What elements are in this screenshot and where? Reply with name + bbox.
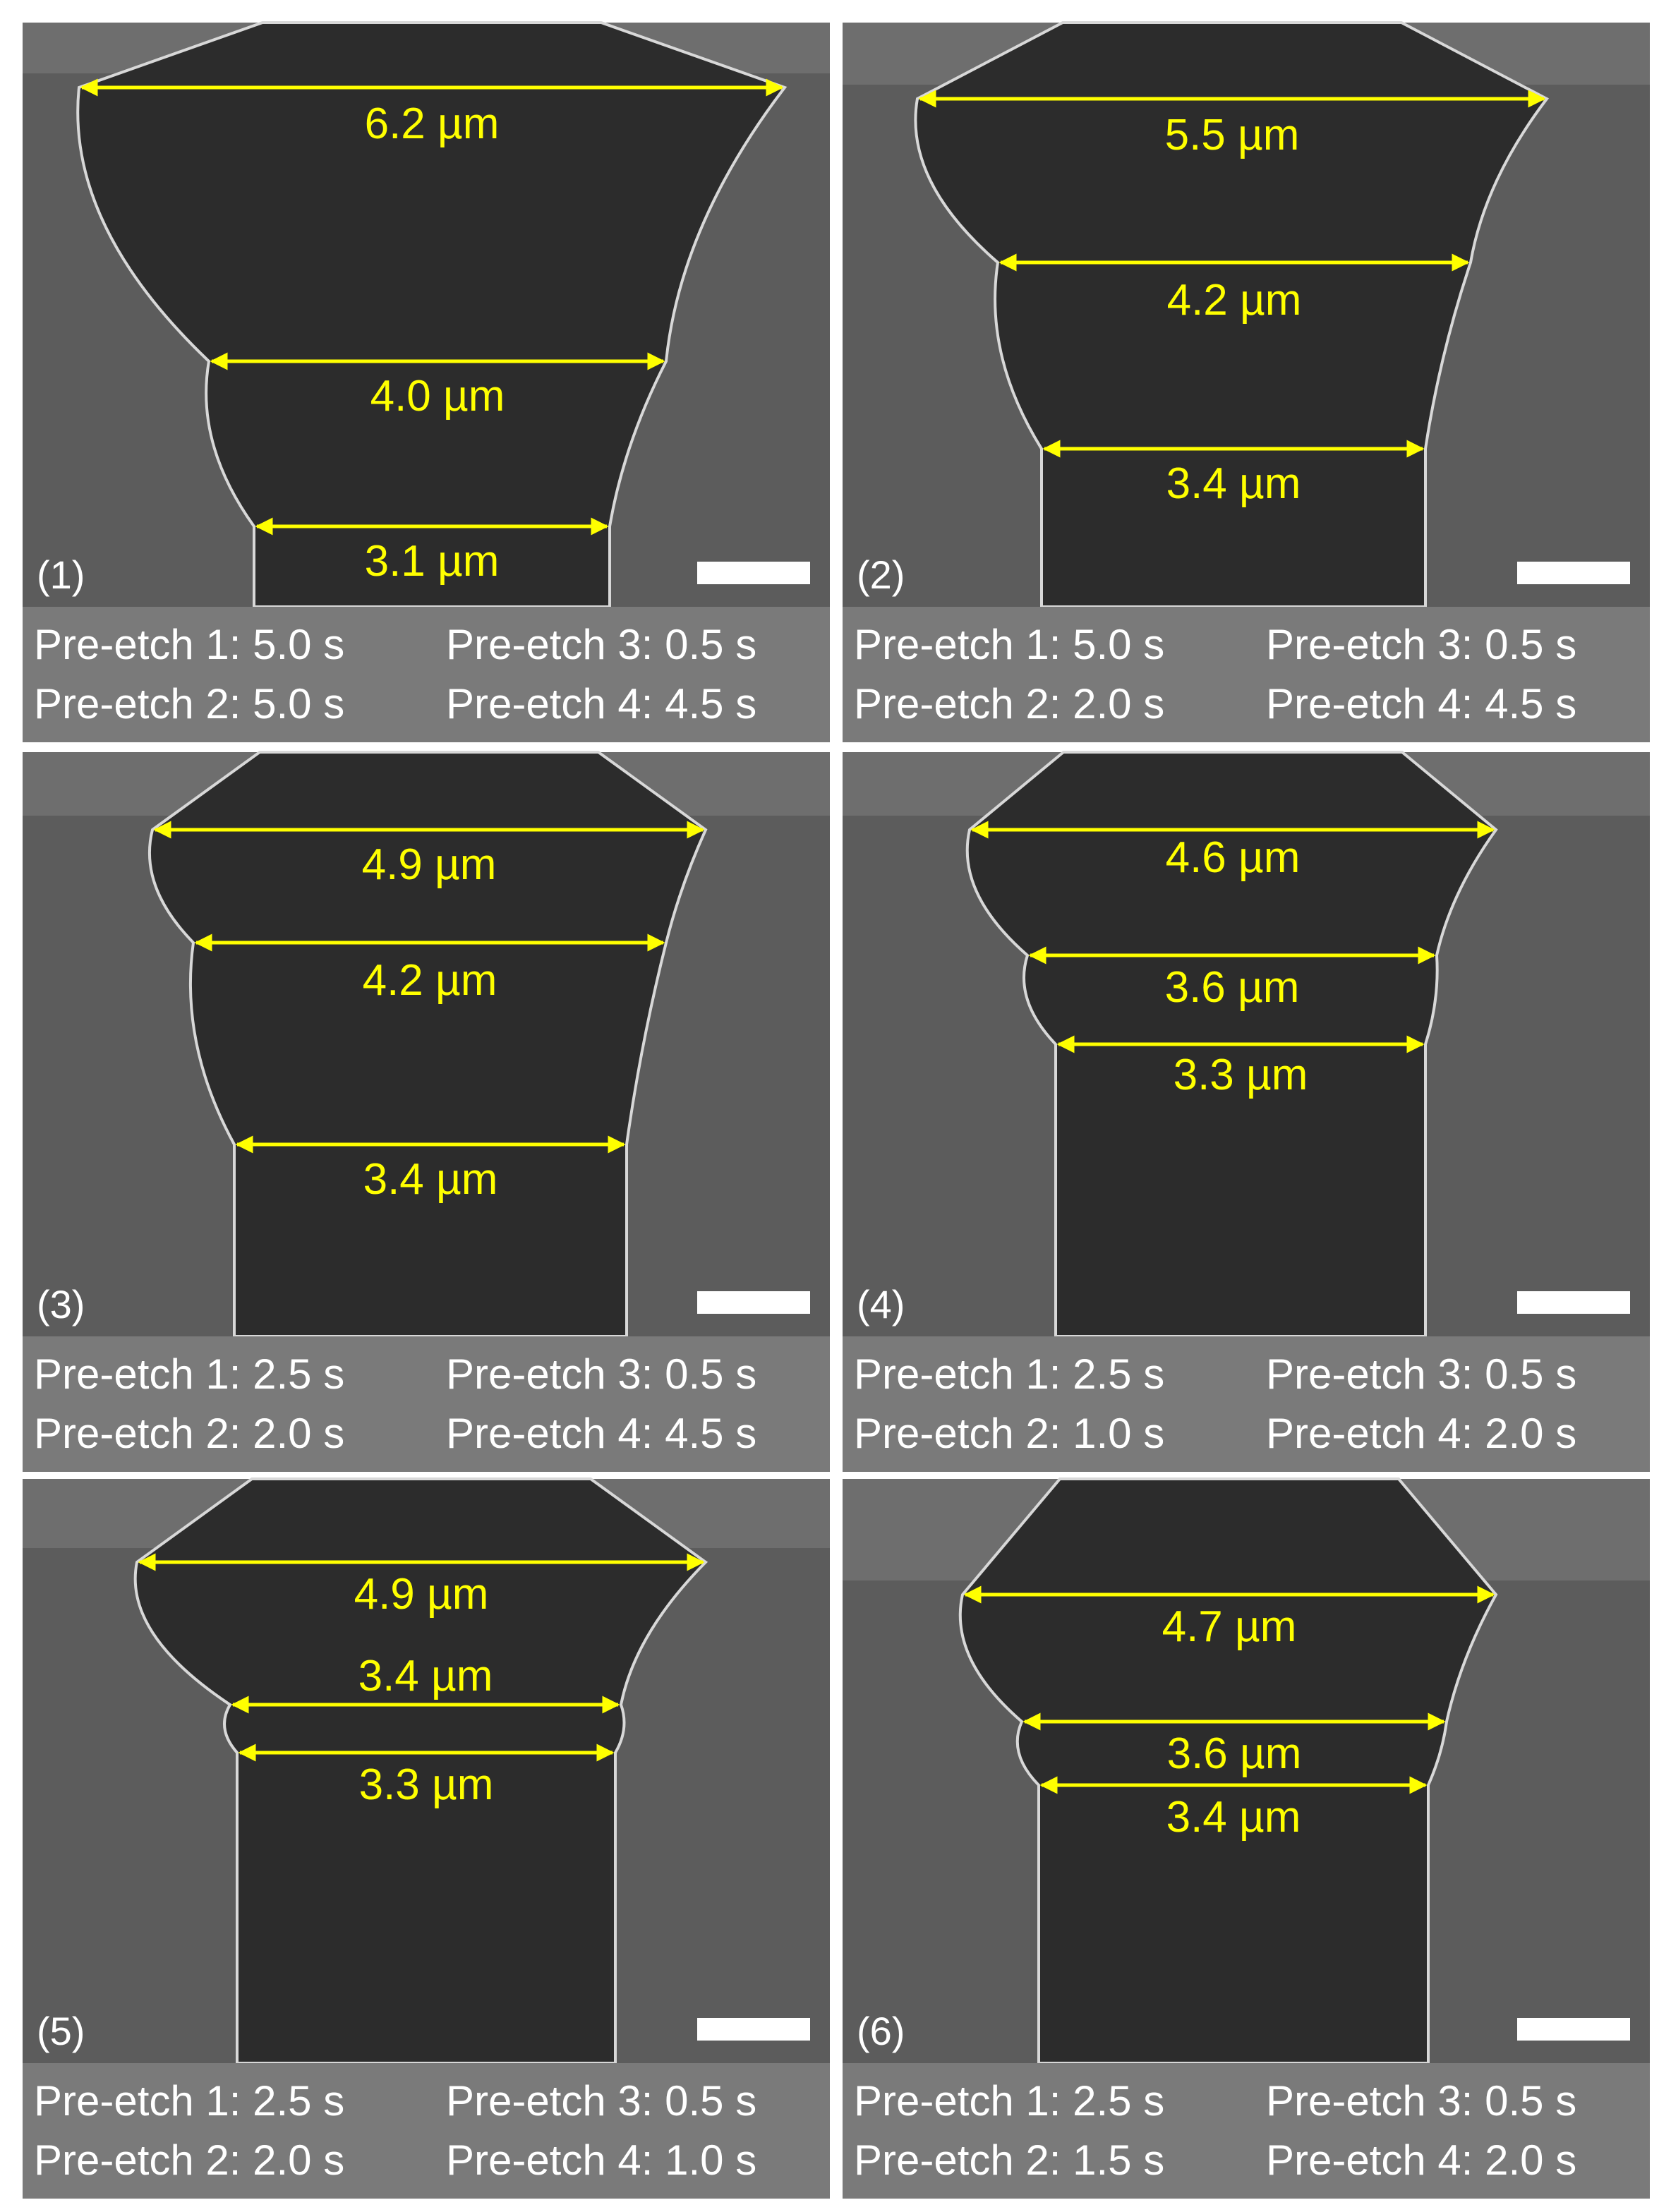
trench bbox=[914, 21, 1550, 608]
condition-text: Pre-etch 4: 4.5 s bbox=[446, 680, 756, 727]
conditions-band bbox=[843, 607, 1650, 742]
scale-bar bbox=[1517, 2018, 1630, 2041]
measurement-label: 4.9 µm bbox=[354, 1570, 489, 1619]
panel: 4.7 µm 3.6 µm 3.4 µm (6) Pre-etch 1: 2.5 s Pr… bbox=[843, 1477, 1650, 2199]
scale-bar bbox=[697, 562, 810, 584]
condition-text: Pre-etch 3: 0.5 s bbox=[1266, 2077, 1576, 2125]
condition-text: Pre-etch 2: 2.0 s bbox=[34, 2137, 344, 2184]
measurement-label: 4.7 µm bbox=[1162, 1602, 1297, 1651]
panel: 4.9 µm 4.2 µm 3.4 µm (3) Pre-etch 1: 2.5 s Pr… bbox=[23, 751, 830, 1472]
panel: 5.5 µm 4.2 µm 3.4 µm (2) Pre-etch 1: 5.0 s Pr… bbox=[843, 21, 1650, 742]
condition-text: Pre-etch 2: 2.0 s bbox=[854, 680, 1164, 727]
measurement-label: 3.1 µm bbox=[365, 537, 500, 586]
trench bbox=[147, 751, 708, 1338]
measurement-label: 3.3 µm bbox=[1174, 1051, 1308, 1099]
trench bbox=[133, 1477, 708, 2065]
condition-text: Pre-etch 3: 0.5 s bbox=[1266, 621, 1576, 668]
conditions-band bbox=[23, 2063, 830, 2199]
condition-text: Pre-etch 3: 0.5 s bbox=[446, 1350, 756, 1398]
measurement-label: 4.0 µm bbox=[370, 372, 505, 421]
condition-text: Pre-etch 2: 2.0 s bbox=[34, 1410, 344, 1457]
condition-text: Pre-etch 2: 1.0 s bbox=[854, 1410, 1164, 1457]
measurement-label: 3.3 µm bbox=[359, 1760, 494, 1809]
measurement-label: 4.2 µm bbox=[1167, 276, 1302, 325]
panel-label: (6) bbox=[857, 2009, 905, 2053]
condition-text: Pre-etch 1: 2.5 s bbox=[34, 1350, 344, 1398]
conditions-band bbox=[843, 1336, 1650, 1472]
scale-bar bbox=[697, 1291, 810, 1314]
condition-text: Pre-etch 4: 2.0 s bbox=[1266, 1410, 1576, 1457]
measurement-label: 6.2 µm bbox=[365, 99, 500, 148]
measurement-label: 4.6 µm bbox=[1166, 833, 1301, 882]
panel-label: (5) bbox=[37, 2009, 85, 2053]
condition-text: Pre-etch 3: 0.5 s bbox=[446, 2077, 756, 2125]
panel: 4.9 µm 3.4 µm 3.3 µm (5) Pre-etch 1: 2.5 s Pr… bbox=[23, 1477, 830, 2199]
condition-text: Pre-etch 4: 1.0 s bbox=[446, 2137, 756, 2184]
panel-label: (4) bbox=[857, 1282, 905, 1326]
panel-label: (3) bbox=[37, 1282, 85, 1326]
measurement-label: 3.4 µm bbox=[363, 1155, 498, 1204]
measurement-label: 3.6 µm bbox=[1167, 1729, 1302, 1778]
measurement-label: 4.9 µm bbox=[362, 840, 497, 889]
condition-text: Pre-etch 3: 0.5 s bbox=[446, 621, 756, 668]
measurement-label: 5.5 µm bbox=[1165, 111, 1300, 159]
measurement-label: 3.6 µm bbox=[1165, 963, 1300, 1012]
scale-bar bbox=[1517, 562, 1630, 584]
conditions-band bbox=[23, 607, 830, 742]
condition-text: Pre-etch 1: 2.5 s bbox=[34, 2077, 344, 2125]
panel: 4.6 µm 3.6 µm 3.3 µm (4) Pre-etch 1: 2.5 s Pr… bbox=[843, 751, 1650, 1472]
condition-text: Pre-etch 1: 5.0 s bbox=[34, 621, 344, 668]
condition-text: Pre-etch 4: 2.0 s bbox=[1266, 2137, 1576, 2184]
condition-text: Pre-etch 4: 4.5 s bbox=[446, 1410, 756, 1457]
condition-text: Pre-etch 1: 2.5 s bbox=[854, 2077, 1164, 2125]
scale-bar bbox=[697, 2018, 810, 2041]
condition-text: Pre-etch 1: 2.5 s bbox=[854, 1350, 1164, 1398]
measurement-label: 4.2 µm bbox=[363, 956, 497, 1005]
scale-bar bbox=[1517, 1291, 1630, 1314]
condition-text: Pre-etch 2: 5.0 s bbox=[34, 680, 344, 727]
conditions-band bbox=[843, 2063, 1650, 2199]
panel-label: (2) bbox=[857, 552, 905, 597]
condition-text: Pre-etch 2: 1.5 s bbox=[854, 2137, 1164, 2184]
condition-text: Pre-etch 3: 0.5 s bbox=[1266, 1350, 1576, 1398]
measurement-label: 3.4 µm bbox=[358, 1652, 493, 1700]
condition-text: Pre-etch 1: 5.0 s bbox=[854, 621, 1164, 668]
panel: 6.2 µm 4.0 µm 3.1 µm (1) Pre-etch 1: 5.0 s Pr… bbox=[23, 21, 830, 742]
condition-text: Pre-etch 4: 4.5 s bbox=[1266, 680, 1576, 727]
panel-label: (1) bbox=[37, 552, 85, 597]
trench bbox=[958, 1477, 1498, 2065]
trench bbox=[76, 21, 788, 608]
measurement-label: 3.4 µm bbox=[1166, 459, 1301, 508]
conditions-band bbox=[23, 1336, 830, 1472]
measurement-label: 3.4 µm bbox=[1166, 1793, 1301, 1842]
